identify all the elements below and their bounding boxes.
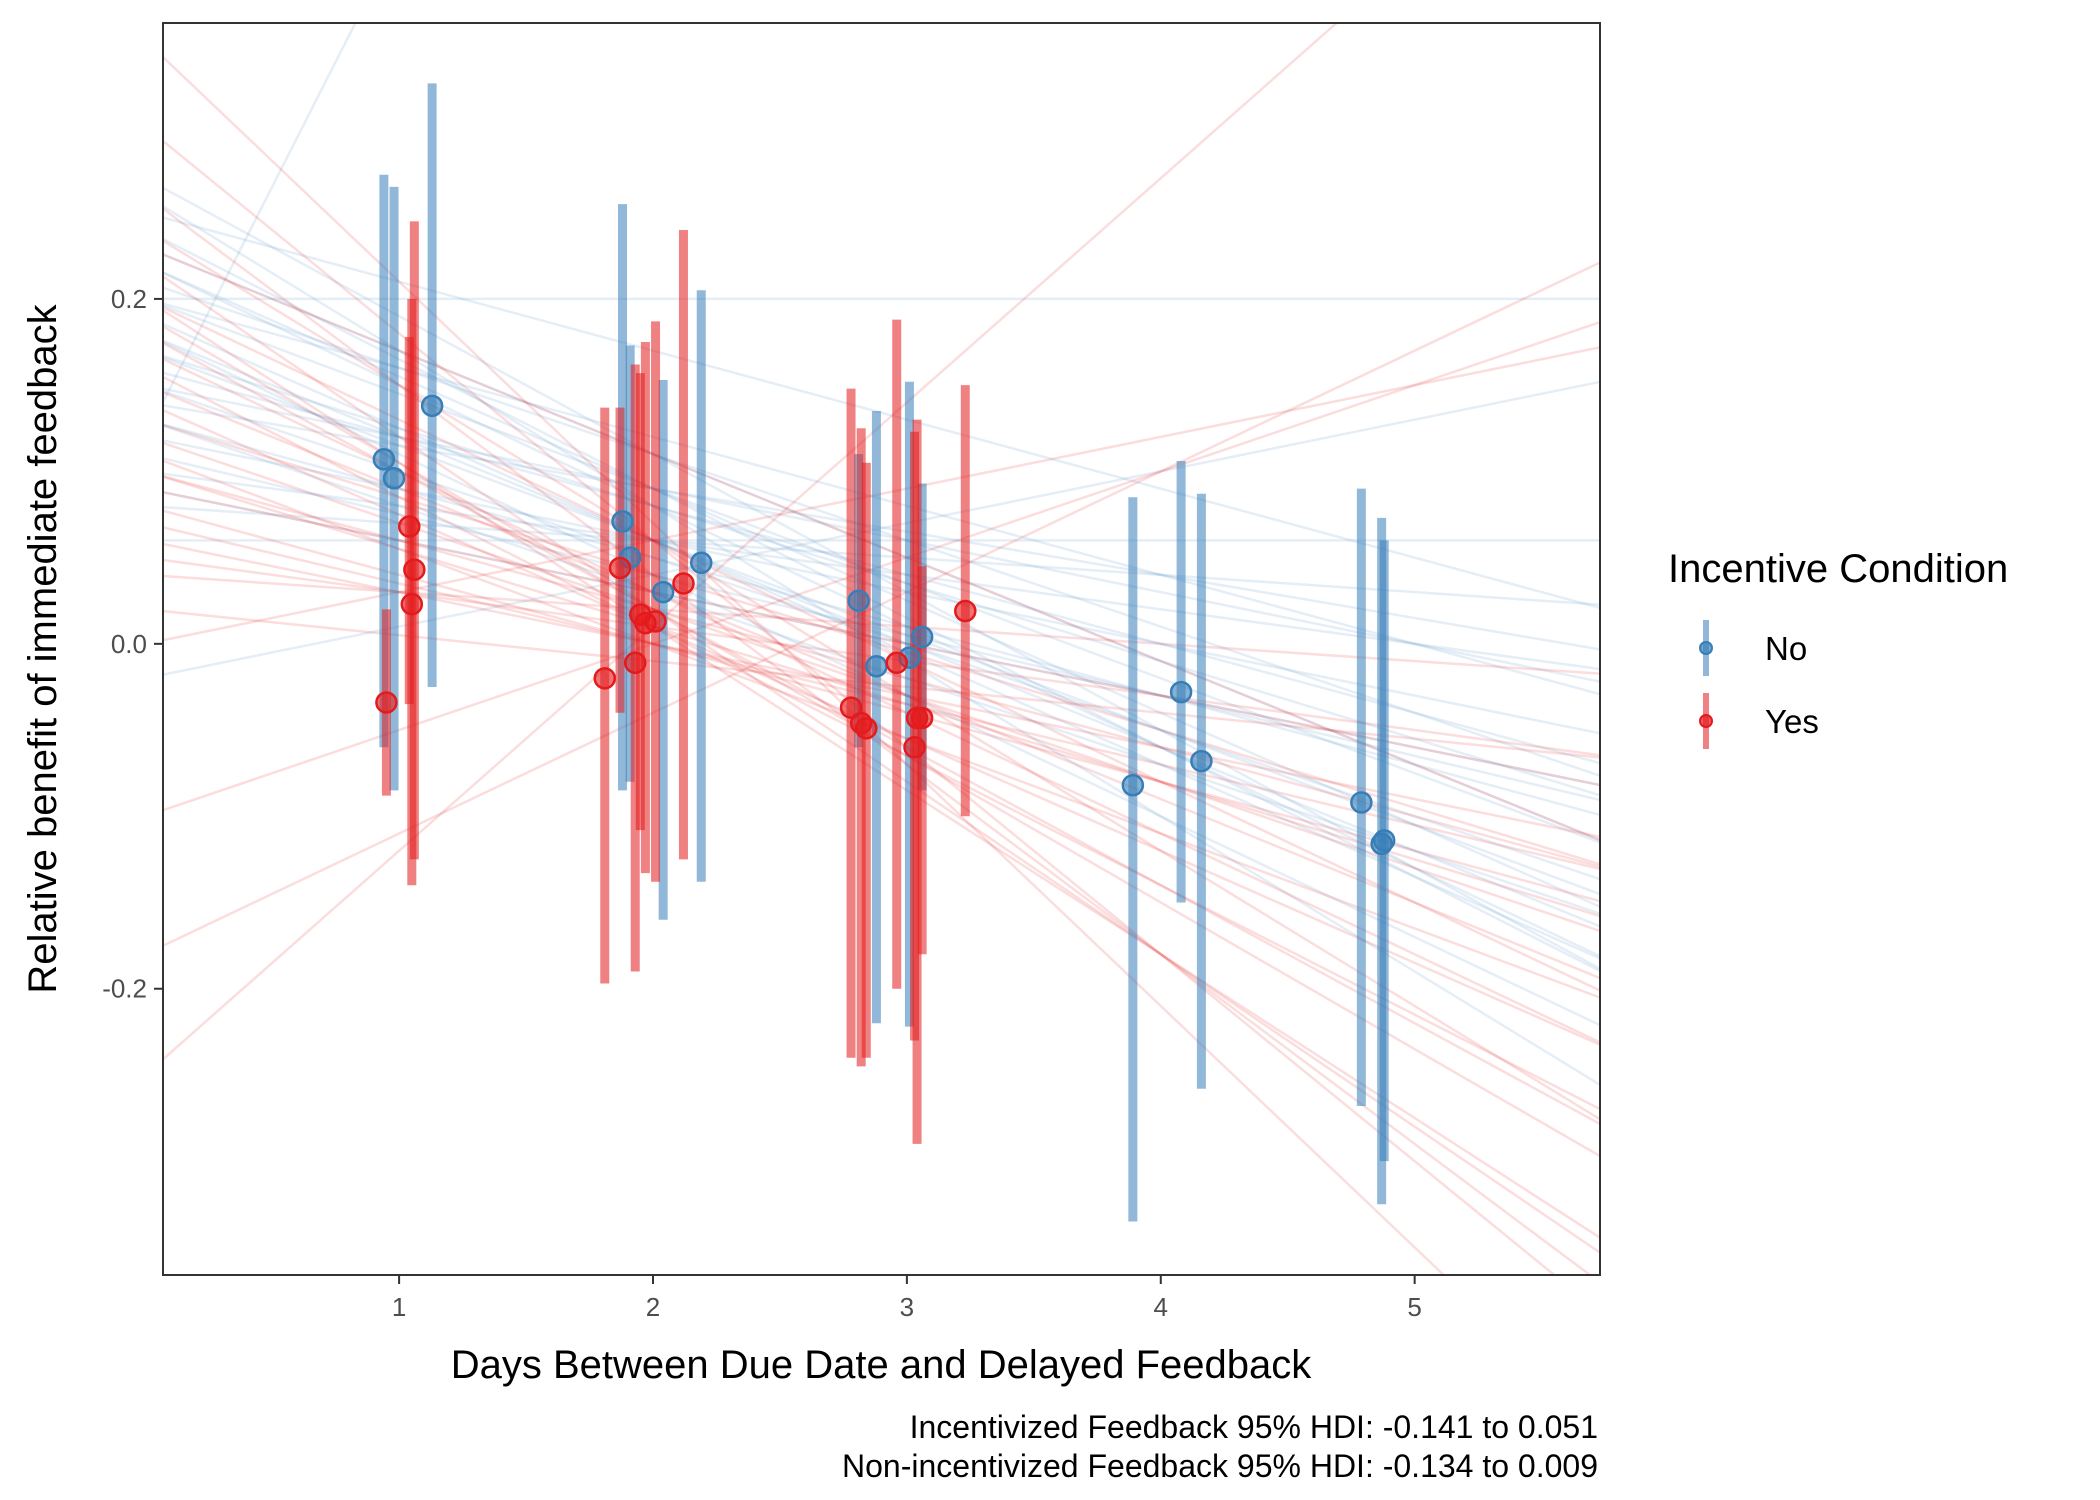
data-point <box>1372 829 1396 852</box>
data-point <box>855 717 878 740</box>
plot-border <box>162 22 1601 1276</box>
data-point <box>1350 791 1373 814</box>
data-point <box>885 651 908 675</box>
y-tick-label: 0.0 <box>111 629 147 659</box>
data-point <box>839 696 863 719</box>
data-point <box>611 510 634 533</box>
data-point <box>398 515 421 538</box>
data-point <box>382 467 406 490</box>
x-tick-label: 2 <box>646 1292 660 1322</box>
posterior-line <box>163 261 1600 947</box>
data-point <box>420 394 444 418</box>
error-bars <box>379 83 1389 1222</box>
data-point <box>1121 773 1145 797</box>
legend: Incentive Condition No Yes <box>1668 547 2008 749</box>
x-axis: 1 2 3 4 5 <box>392 1275 1422 1322</box>
caption-line-2: Non-incentivized Feedback 95% HDI: -0.13… <box>842 1448 1598 1484</box>
data-point <box>910 706 934 730</box>
caption-line-1: Incentivized Feedback 95% HDI: -0.141 to… <box>910 1409 1598 1445</box>
legend-label: No <box>1765 630 1807 667</box>
data-point <box>400 592 424 616</box>
x-tick-label: 1 <box>392 1292 406 1322</box>
y-axis: -0.2 0.0 0.2 <box>102 284 163 1004</box>
posterior-line <box>163 346 1600 642</box>
data-point <box>623 651 647 675</box>
posterior-line <box>163 23 1339 1061</box>
data-point <box>903 736 926 759</box>
y-tick-label: 0.2 <box>111 284 147 314</box>
x-tick-label: 5 <box>1407 1292 1421 1322</box>
posterior-line <box>163 321 1600 812</box>
data-point <box>689 551 713 575</box>
posterior-line <box>163 139 1557 1275</box>
posterior-line <box>163 380 1600 676</box>
data-point <box>372 448 396 471</box>
x-axis-title: Days Between Due Date and Delayed Feedba… <box>451 1343 1313 1387</box>
legend-label: Yes <box>1765 703 1819 740</box>
data-point <box>910 625 934 649</box>
data-point <box>608 556 632 580</box>
x-tick-label: 4 <box>1154 1292 1168 1322</box>
data-point <box>593 667 617 690</box>
data-point <box>644 610 667 633</box>
data-point <box>672 572 695 595</box>
data-point <box>1190 749 1213 773</box>
posterior-line <box>163 56 1446 1275</box>
data-point <box>1169 680 1193 704</box>
data-point <box>651 580 675 604</box>
y-axis-title: Relative benefit of immediate feedback <box>21 303 65 993</box>
data-point <box>375 691 398 714</box>
data-point <box>954 599 977 623</box>
legend-key-point <box>1699 641 1713 655</box>
legend-key-point <box>1699 714 1713 728</box>
data-point <box>403 558 426 581</box>
points <box>372 394 1396 856</box>
data-point <box>865 654 888 678</box>
legend-title: Incentive Condition <box>1668 547 2008 591</box>
x-tick-label: 3 <box>900 1292 914 1322</box>
y-tick-label: -0.2 <box>102 974 147 1004</box>
data-point <box>847 589 870 612</box>
